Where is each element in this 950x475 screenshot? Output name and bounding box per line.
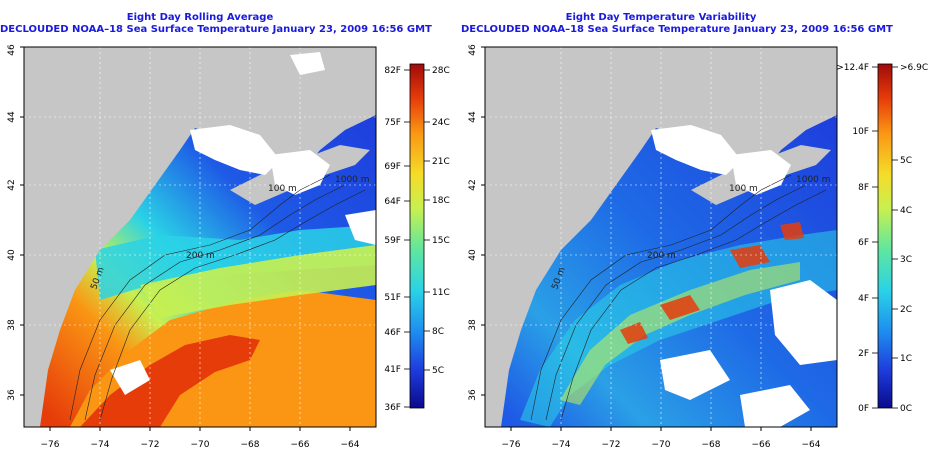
colorbar-label-f: 82F <box>384 66 401 76</box>
x-tick-label: −76 <box>41 440 60 450</box>
colorbar-label-c: 11C <box>432 288 450 298</box>
slope-water-yellow <box>140 245 376 318</box>
land-delmarva <box>24 260 55 400</box>
x-tick-label: −68 <box>702 440 721 450</box>
y-tick-label: 44 <box>468 111 478 123</box>
colorbar-label-c: 18C <box>432 196 450 206</box>
y-tick-label: 44 <box>7 111 17 123</box>
lat-lon-grid <box>485 47 837 427</box>
colorbar-label-c: 5C <box>900 156 912 166</box>
x-tick-label: −76 <box>502 440 521 450</box>
y-tick-label: 42 <box>468 179 478 190</box>
colorbar-gradient <box>877 63 893 409</box>
cloud-mask-gulf-maine <box>651 125 741 175</box>
variability-high-band <box>560 262 800 405</box>
colorbar-label-c: 5C <box>432 366 444 376</box>
isobath-contours <box>69 174 366 421</box>
colorbar-label-f: 2F <box>858 349 869 359</box>
contour-label-1000m: 1000 m <box>335 175 370 185</box>
colorbar-label-f: 36F <box>384 403 401 413</box>
colorbar-label-f: 8F <box>858 183 869 193</box>
x-tick-label: −74 <box>91 440 110 450</box>
y-tick-label: 36 <box>468 389 478 401</box>
colorbar-label-f: 64F <box>384 197 401 207</box>
x-tick-label: −66 <box>752 440 771 450</box>
x-tick-label: −68 <box>241 440 260 450</box>
right-map-y-axis: 36 38 40 42 44 46 <box>468 44 485 401</box>
land-north-america <box>485 47 837 427</box>
colorbar-label-c: 15C <box>432 236 450 246</box>
right-colorbar: >12.4F 10F 8F 6F 4F 2F 0F >6.9C 5C 4C 3C… <box>836 63 928 414</box>
cloud-mask-north <box>290 52 325 75</box>
colorbar-label-f: 46F <box>384 328 401 338</box>
colorbar-label-f: 51F <box>384 293 401 303</box>
x-tick-label: −74 <box>552 440 571 450</box>
cloud-mask-southeast <box>740 385 810 427</box>
y-tick-label: 40 <box>468 249 478 261</box>
gulf-stream-hot-core <box>80 335 260 427</box>
colorbar-label-f: 10F <box>852 127 869 137</box>
cloud-mask-east <box>345 210 376 245</box>
right-map-title: Eight Day Temperature Variability <box>565 12 757 23</box>
colorbar-label-c: >6.9C <box>900 63 928 73</box>
colorbar-label-f: 75F <box>384 118 401 128</box>
y-tick-label: 36 <box>7 389 17 401</box>
x-tick-label: −70 <box>652 440 671 450</box>
right-map-subtitle: DECLOUDED NOAA–18 Sea Surface Temperatur… <box>461 24 893 35</box>
lat-lon-grid <box>24 47 376 427</box>
x-tick-label: −64 <box>341 440 360 450</box>
x-tick-label: −72 <box>602 440 621 450</box>
colorbar-label-f: 41F <box>384 365 401 375</box>
colorbar-label-c: 1C <box>900 354 912 364</box>
contour-label-100m: 100 m <box>268 184 297 194</box>
colorbar-label-f: 59F <box>384 236 401 246</box>
x-tick-label: −66 <box>291 440 310 450</box>
contour-label-200m: 200 m <box>186 251 215 261</box>
cloud-mask-south <box>660 350 730 400</box>
y-tick-label: 38 <box>7 319 17 331</box>
colorbar-label-c: 4C <box>900 206 912 216</box>
colorbar-gradient <box>409 63 425 409</box>
colorbar-label-f: 69F <box>384 162 401 172</box>
left-map: 100 m 200 m 1000 m 50 m <box>24 47 376 427</box>
y-tick-label: 42 <box>7 179 17 190</box>
colorbar-label-f: >12.4F <box>836 63 869 73</box>
x-tick-label: −72 <box>141 440 160 450</box>
isobath-contours <box>530 174 827 421</box>
contour-label-200m: 200 m <box>647 251 676 261</box>
colorbar-label-f: 0F <box>858 404 869 414</box>
left-map-subtitle: DECLOUDED NOAA–18 Sea Surface Temperatur… <box>0 24 432 35</box>
left-map-y-axis: 36 38 40 42 44 46 <box>7 44 24 401</box>
left-map-title: Eight Day Rolling Average <box>126 12 274 23</box>
left-map-x-axis: −76 −74 −72 −70 −68 −66 −64 <box>41 427 360 450</box>
colorbar-label-f: 6F <box>858 238 869 248</box>
colorbar-label-c: 8C <box>432 327 444 337</box>
cloud-mask-gulf-maine <box>190 125 280 175</box>
y-tick-label: 46 <box>7 44 17 56</box>
right-map: 100 m 200 m 1000 m 50 m <box>485 47 837 427</box>
land-delmarva <box>485 260 516 400</box>
x-tick-label: −64 <box>802 440 821 450</box>
colorbar-label-c: 2C <box>900 305 912 315</box>
x-tick-label: −70 <box>191 440 210 450</box>
land-north-america <box>24 47 376 427</box>
cloud-mask-south <box>110 360 150 395</box>
contour-label-1000m: 1000 m <box>796 175 831 185</box>
colorbar-label-c: 24C <box>432 118 450 128</box>
variability-peak-patches <box>620 222 804 344</box>
y-tick-label: 46 <box>468 44 478 56</box>
y-tick-label: 40 <box>7 249 17 261</box>
y-tick-label: 38 <box>468 319 478 331</box>
left-colorbar: 82F 75F 69F 64F 59F 51F 46F 41F 36F 28C … <box>384 63 450 413</box>
colorbar-label-c: 0C <box>900 404 912 414</box>
cloud-mask-east <box>770 280 837 365</box>
colorbar-label-f: 4F <box>858 294 869 304</box>
right-map-x-axis: −76 −74 −72 −70 −68 −66 −64 <box>502 427 821 450</box>
colorbar-label-c: 21C <box>432 157 450 167</box>
contour-label-100m: 100 m <box>729 184 758 194</box>
colorbar-label-c: 3C <box>900 255 912 265</box>
colorbar-label-c: 28C <box>432 66 450 76</box>
